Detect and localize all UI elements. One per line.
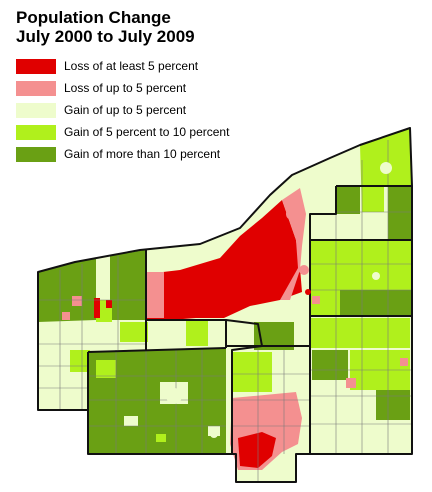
map-area-urban-light	[208, 320, 226, 346]
map-area-east-dark-4	[312, 350, 348, 380]
map-area-northeast-dark	[336, 186, 360, 214]
map-area-west-lime-4	[120, 322, 148, 342]
title-line-1: Population Change	[16, 8, 171, 27]
legend-label-gain-5-to-10: Gain of 5 percent to 10 percent	[64, 125, 230, 139]
map-area-southeast-lime	[232, 352, 272, 392]
county-boundaries	[37, 127, 413, 483]
city-patch	[210, 430, 218, 438]
map-area-east-dark-2	[388, 186, 412, 240]
map-area-west-dark-2	[110, 250, 145, 320]
legend-swatch-gain-up-to-5	[16, 103, 56, 118]
map-area-south-central	[88, 348, 226, 454]
township-grid	[38, 140, 412, 482]
city-patch	[286, 208, 298, 220]
map-area-urban-core	[146, 200, 302, 320]
city-patch	[380, 162, 392, 174]
city-patch	[305, 289, 311, 295]
title-line-2: July 2000 to July 2009	[16, 27, 195, 46]
legend-swatch-loss-up-to-5	[16, 81, 56, 96]
map-area-east-dark	[340, 290, 412, 316]
map-area-west-red-2	[106, 300, 112, 308]
map-area-west-pink	[72, 296, 82, 306]
map-area-east-dark-3	[376, 390, 410, 420]
map-area-west-lime-2	[70, 350, 90, 372]
map-area-south-central-lime-2	[96, 360, 116, 378]
city-patches	[166, 162, 392, 443]
map-area-urban-ring	[280, 188, 306, 300]
map-area-urban-ring-2	[146, 272, 164, 318]
legend-swatch-gain-10-plus	[16, 147, 56, 162]
map-area-south-central-lime	[156, 434, 166, 442]
map-area-southeast-light	[276, 354, 296, 390]
legend-label-gain-10-plus: Gain of more than 10 percent	[64, 147, 221, 161]
map-area-southeast-red	[238, 432, 276, 468]
map-area-east-pink-3	[312, 296, 320, 304]
map-area-west-pink-2	[62, 312, 70, 320]
city-patch	[317, 433, 327, 443]
legend-swatch-gain-5-to-10	[16, 125, 56, 140]
map-area-west-red	[94, 298, 100, 318]
map-area-east-pink-2	[400, 358, 408, 366]
legend-swatch-loss-5-plus	[16, 59, 56, 74]
city-patch	[372, 272, 380, 280]
map-title: Population Change July 2000 to July 2009	[16, 8, 195, 46]
city-patch	[166, 388, 182, 404]
map-area-east-pink	[346, 378, 356, 388]
city-patch	[299, 265, 309, 275]
legend-label-loss-up-to-5: Loss of up to 5 percent	[64, 81, 187, 95]
legend-label-loss-5-plus: Loss of at least 5 percent	[64, 59, 199, 73]
map-area-east-lime-2	[310, 318, 410, 348]
map-area-urban-lime	[186, 320, 208, 346]
map-area-east-light	[390, 422, 410, 452]
legend-label-gain-up-to-5: Gain of up to 5 percent	[64, 103, 187, 117]
map-area-south-central-light-2	[124, 416, 138, 426]
